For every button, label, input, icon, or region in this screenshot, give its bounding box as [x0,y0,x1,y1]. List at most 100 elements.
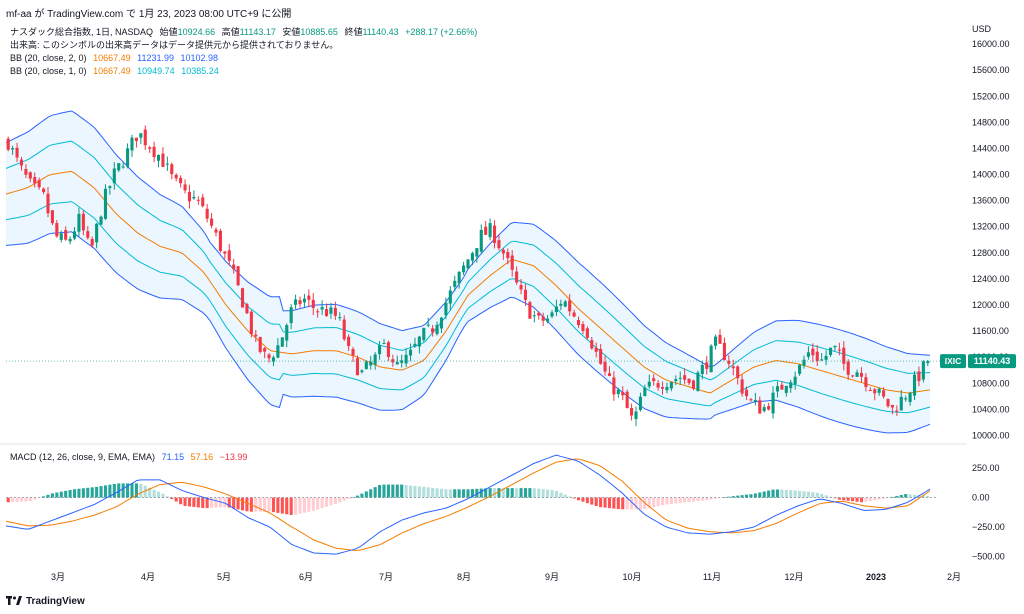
candle-body [218,230,222,251]
candle-body [660,387,665,389]
candle-body [42,188,46,193]
candle-body [201,197,205,207]
last-price-box [968,354,1016,369]
close-label: 終値 [344,27,363,37]
macd-histogram-bar [616,497,620,510]
macd-histogram-bar [254,497,258,512]
macd-histogram-bar [731,496,735,498]
macd-histogram-bar [307,497,311,512]
price-tick-label: 12400.00 [972,274,1010,284]
candle-body [130,137,134,151]
bb1-lower: 10102.98 [180,53,219,63]
candle-body [899,396,903,411]
candle-body [744,389,749,397]
candle-body [15,147,19,158]
macd-histogram-bar [285,497,289,515]
candle-body [59,233,63,240]
macd-tick-label: 0.00 [972,493,990,503]
candle-body [572,312,576,317]
macd-histogram-bar [258,497,262,512]
macd-histogram-bar [488,488,492,498]
macd-histogram-bar [590,497,594,505]
time-tick-label: 7月 [379,572,393,582]
candle-body [280,337,284,347]
macd-histogram-bar [625,497,629,510]
macd-histogram-bar [373,487,377,498]
candle-body [329,307,333,314]
candle-body [103,188,108,219]
macd-histogram-bar [417,486,421,498]
candle-body [811,348,815,356]
candle-body [550,312,554,317]
candle-body [674,379,678,382]
candle-body [435,324,439,334]
macd-histogram-bar [497,488,501,498]
candle-body [846,361,850,375]
close-value: 11140.43 [362,27,399,37]
candle-body [276,345,280,358]
macd-histogram-bar [563,494,567,498]
candle-body [192,196,196,199]
macd-histogram-bar [117,483,121,498]
macd-histogram-bar [859,497,864,503]
macd-histogram-bar [899,495,903,498]
candle-body [537,312,541,316]
macd-histogram-bar [873,497,877,501]
candle-body [824,355,828,360]
macd-histogram-bar [232,497,236,509]
macd-histogram-bar [687,497,691,503]
candle-body [28,172,32,179]
macd-label: MACD (12, 26, close, 9, EMA, EMA) [10,452,156,462]
macd-histogram-bar [161,493,165,498]
bb2-upper-line [5,140,931,381]
macd-histogram-bar [691,497,696,502]
macd-histogram-bar [90,487,94,498]
candle-body [165,163,169,165]
candle-body [289,307,293,324]
bb1-lower-line [5,231,931,434]
footer-brand[interactable]: TradingView [6,596,85,607]
price-tick-label: 12000.00 [972,300,1010,310]
macd-histogram-bar [324,497,329,507]
macd-histogram-bar [660,497,665,506]
macd-histogram-bar [674,497,678,504]
macd-histogram-bar [187,497,192,507]
macd-histogram-bar [179,497,183,505]
price-tick-label: 13200.00 [972,222,1010,232]
time-tick-label: 8月 [457,572,471,582]
candle-body [740,379,744,394]
candle-body [373,354,377,365]
macd-histogram-bar [656,497,660,507]
macd-histogram-bar [541,489,545,498]
price-tick-label: 10400.00 [972,404,1010,414]
macd-histogram-bar [705,497,709,501]
macd-histogram-bar [904,494,908,498]
bb1-basis: 10667.49 [93,53,131,63]
macd-histogram-bar [19,497,24,502]
macd-histogram-bar [408,485,413,498]
candle-body [298,300,302,305]
macd-histogram-bar [435,488,439,498]
candle-body [236,266,240,286]
macd-histogram-bar [572,497,576,499]
macd-histogram-bar [72,489,77,498]
macd-histogram-bar [302,497,306,513]
candle-body [616,389,620,395]
candle-body [470,253,474,261]
candle-body [630,407,634,416]
time-tick-label: 6月 [299,572,313,582]
tradingview-logo-icon [6,596,22,605]
macd-histogram-bar [740,495,744,498]
macd-histogram-bar [744,494,749,498]
price-tick-label: 12800.00 [972,248,1010,258]
open-value: 10924.66 [177,27,216,37]
candle-body [683,375,687,380]
candle-body [864,377,868,388]
macd-histogram-bar [422,486,426,498]
macd-histogram-bar [802,491,806,498]
macd-histogram-bar [789,490,793,498]
macd-histogram-bar [921,495,925,498]
macd-histogram-bar [550,490,554,498]
candle-body [621,392,625,396]
